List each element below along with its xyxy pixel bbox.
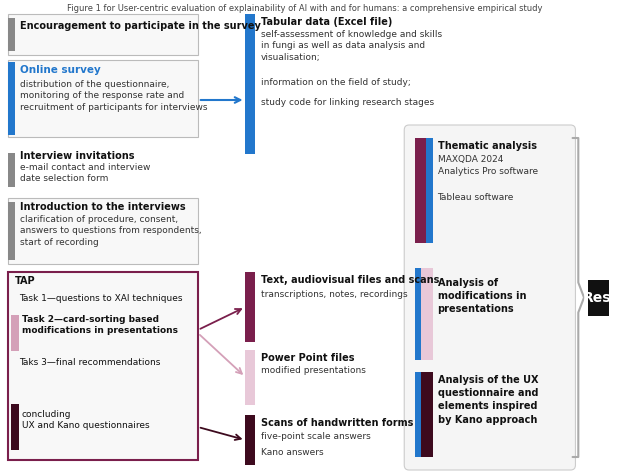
Text: modified presentations: modified presentations [260, 366, 365, 375]
Text: distribution of the questionnaire,
monitoring of the response rate and
recruitme: distribution of the questionnaire, monit… [20, 80, 207, 112]
Text: five-point scale answers: five-point scale answers [260, 432, 371, 441]
Text: clarification of procedure, consent,
answers to questions from respondents,
star: clarification of procedure, consent, ans… [20, 215, 202, 247]
Bar [245, 272, 255, 342]
Bar [8, 62, 15, 135]
Text: information on the field of study;: information on the field of study; [260, 78, 410, 87]
Text: Power Point files: Power Point files [260, 353, 354, 363]
Text: self-assessment of knowledge and skills
in fungi as well as data analysis and
vi: self-assessment of knowledge and skills … [260, 30, 442, 62]
Bar [421, 268, 433, 360]
Bar [8, 18, 15, 51]
Bar [8, 153, 15, 187]
Bar [426, 138, 433, 243]
Bar [8, 272, 198, 460]
Text: Online survey: Online survey [20, 65, 100, 75]
Text: Text, audiovisual files and scans: Text, audiovisual files and scans [260, 275, 439, 285]
Bar [415, 372, 421, 457]
Text: transcriptions, notes, recordings: transcriptions, notes, recordings [260, 290, 407, 299]
Text: Analysis of
modifications in
presentations: Analysis of modifications in presentatio… [438, 278, 526, 314]
Text: Kano answers: Kano answers [260, 448, 323, 457]
Bar [421, 372, 433, 457]
Bar [8, 14, 198, 55]
Text: study code for linking research stages: study code for linking research stages [260, 98, 434, 107]
Text: Figure 1 for User-centric evaluation of explainability of AI with and for humans: Figure 1 for User-centric evaluation of … [67, 4, 542, 13]
Bar [12, 404, 19, 450]
Text: Encouragement to participate in the survey: Encouragement to participate in the surv… [20, 21, 261, 31]
Text: e-mail contact and interview
date selection form: e-mail contact and interview date select… [20, 163, 150, 184]
Bar [245, 350, 255, 405]
Text: Thematic analysis: Thematic analysis [438, 141, 536, 151]
Text: Tabular data (Excel file): Tabular data (Excel file) [260, 17, 392, 27]
Bar [415, 268, 421, 360]
Text: Task 1—questions to XAI techniques: Task 1—questions to XAI techniques [19, 294, 182, 303]
Bar [8, 60, 198, 137]
Text: concluding
UX and Kano questionnaires: concluding UX and Kano questionnaires [22, 410, 150, 430]
Text: TAP: TAP [15, 276, 36, 286]
Bar [8, 202, 15, 260]
Text: Results: Results [582, 290, 640, 304]
Bar [12, 315, 19, 351]
Text: Analysis of the UX
questionnaire and
elements inspired
by Kano approach: Analysis of the UX questionnaire and ele… [438, 375, 538, 425]
Text: Interview invitations: Interview invitations [20, 151, 134, 161]
Bar [245, 415, 255, 465]
Text: Taks 3—final recommendations: Taks 3—final recommendations [19, 358, 161, 367]
Text: Introduction to the interviews: Introduction to the interviews [20, 202, 186, 212]
Bar [8, 198, 198, 264]
Text: MAXQDA 2024
Analytics Pro software

Tableau software: MAXQDA 2024 Analytics Pro software Table… [438, 155, 538, 202]
Bar [245, 14, 255, 154]
Text: Task 2—card-sorting based
modifications in presentations: Task 2—card-sorting based modifications … [22, 315, 178, 336]
Text: Scans of handwritten forms: Scans of handwritten forms [260, 418, 413, 428]
Bar [588, 279, 636, 315]
Bar [415, 138, 426, 243]
FancyBboxPatch shape [404, 125, 575, 470]
